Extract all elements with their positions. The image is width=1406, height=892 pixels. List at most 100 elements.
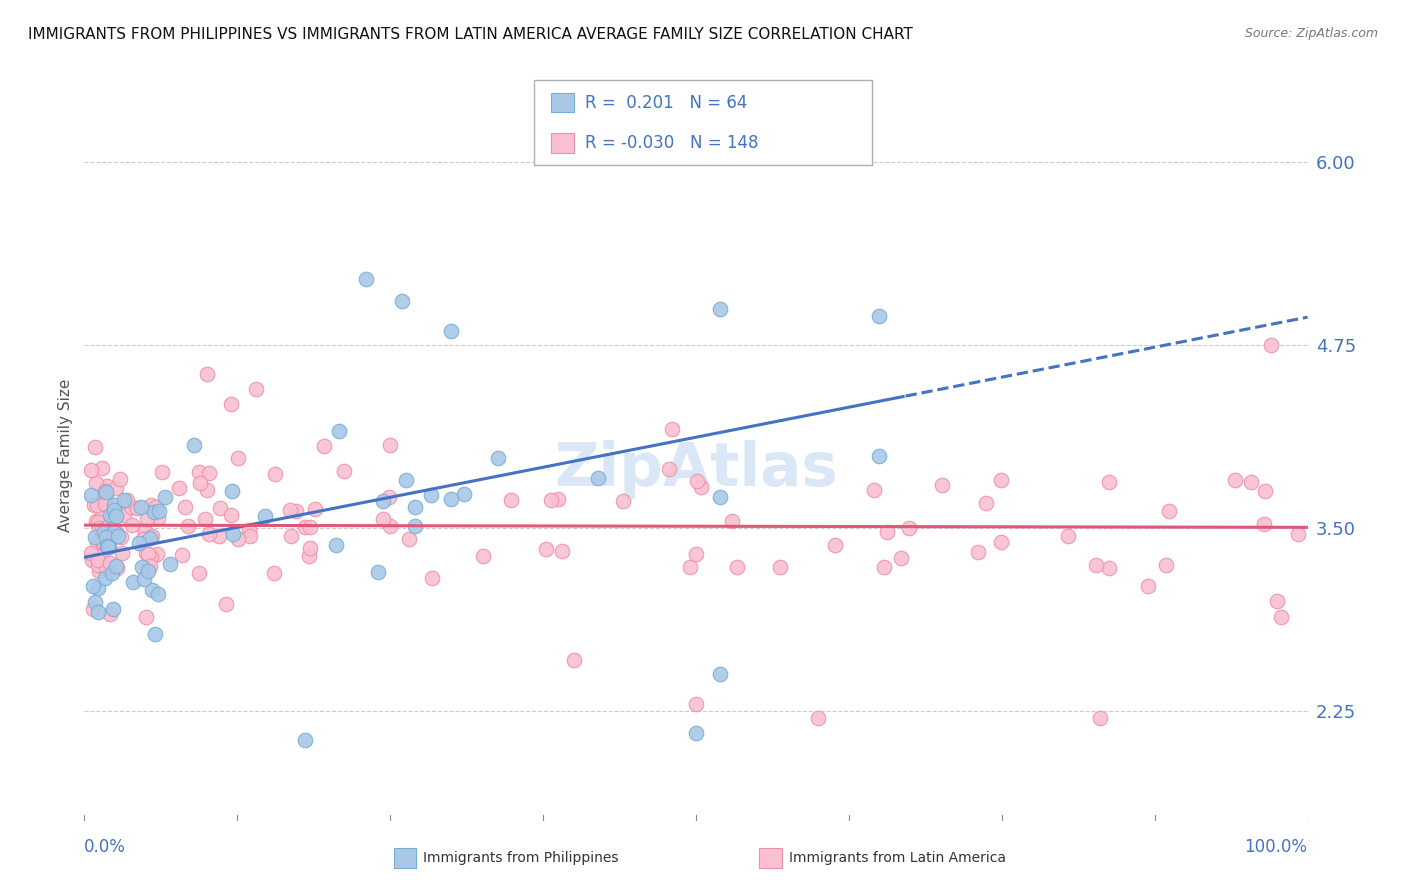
Point [612,494,634,508]
Point [96,519,118,533]
Point [87,605,110,619]
Point [97,540,120,554]
Point [146,511,169,525]
Point [974,496,997,510]
Point [661,422,683,436]
Point [1154,558,1177,572]
Point [103,503,125,517]
Point [91,535,114,549]
Point [1223,473,1246,487]
Text: Source: ZipAtlas.com: Source: ZipAtlas.com [1244,27,1378,40]
Point [101,566,124,581]
Point [263,566,285,581]
Point [145,500,167,514]
Point [586,471,609,485]
Point [105,481,128,495]
Point [1240,475,1263,490]
Text: 100.0%: 100.0% [1244,838,1308,856]
Point [84,475,107,490]
Point [371,494,394,508]
Point [1084,558,1107,572]
Text: Immigrants from Philippines: Immigrants from Philippines [423,851,619,865]
Point [143,506,166,520]
Point [103,602,125,616]
Point [105,561,128,575]
Point [284,504,307,518]
Point [239,528,262,542]
Point [990,535,1012,549]
Point [87,564,110,578]
Point [112,508,135,522]
Point [1098,475,1121,489]
Point [94,571,117,585]
Point [90,511,112,525]
Point [148,587,170,601]
Point [188,476,211,491]
Text: IMMIGRANTS FROM PHILIPPINES VS IMMIGRANTS FROM LATIN AMERICA AVERAGE FAMILY SIZE: IMMIGRANTS FROM PHILIPPINES VS IMMIGRANT… [28,27,912,42]
Point [82,579,104,593]
Point [94,497,117,511]
Point [990,473,1012,487]
Point [404,518,426,533]
Point [686,474,709,488]
Point [96,479,118,493]
Point [98,508,121,523]
Point [107,529,129,543]
Point [294,520,316,534]
Point [150,465,173,479]
Point [159,558,181,572]
Point [1265,594,1288,608]
Point [111,546,134,560]
Point [371,512,394,526]
Point [897,521,920,535]
Point [872,560,894,574]
Point [420,570,443,584]
Point [128,536,150,550]
Point [769,560,792,574]
Point [97,540,120,554]
Point [391,294,413,309]
Point [304,502,326,516]
Point [472,549,495,564]
Point [89,521,111,535]
Point [132,532,155,546]
Point [153,491,176,505]
Point [254,509,277,524]
Point [195,368,218,382]
Point [97,536,120,550]
Point [139,532,162,546]
Point [96,484,118,499]
Text: Immigrants from Latin America: Immigrants from Latin America [789,851,1005,865]
Point [278,503,301,517]
Point [83,552,105,566]
Point [208,529,231,543]
Point [141,583,163,598]
Point [1159,503,1181,517]
Point [103,498,125,512]
Point [84,514,107,528]
Point [90,553,112,567]
Point [112,493,135,508]
Point [97,523,120,537]
Point [263,467,285,482]
Point [869,309,891,323]
Point [709,667,731,681]
Point [90,461,112,475]
Point [398,532,420,546]
Point [709,301,731,316]
Point [125,501,148,516]
Point [440,324,463,338]
Point [141,529,163,543]
Point [143,627,166,641]
Point [890,550,912,565]
Point [129,500,152,514]
Point [876,524,898,539]
Point [1254,483,1277,498]
Point [84,530,107,544]
Point [540,493,562,508]
Point [84,595,107,609]
Point [380,519,402,533]
Point [197,466,219,480]
Point [120,500,142,514]
Point [294,733,316,747]
